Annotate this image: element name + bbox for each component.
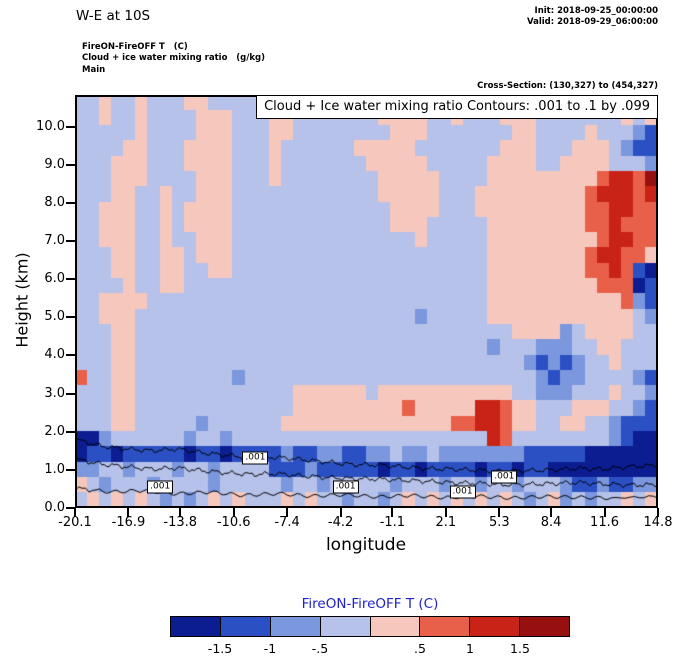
x-axis-label: longitude: [325, 535, 407, 555]
y-tick-label: 10.0: [36, 118, 65, 134]
y-axis-tick: [66, 468, 75, 471]
x-axis-tick: [74, 508, 76, 517]
x-axis-tick: [657, 508, 659, 517]
y-axis-tick: [66, 278, 75, 281]
heatmap-canvas: [75, 95, 658, 508]
colorbar-segment: [171, 617, 221, 636]
colorbar-title: FireON-FireOFF T (C): [301, 596, 439, 612]
x-axis-tick: [498, 508, 501, 517]
x-axis-tick: [603, 508, 606, 517]
x-axis-tick: [286, 508, 289, 517]
contour-info-title: Cloud + Ice water mixing ratio Contours:…: [256, 95, 658, 119]
colorbar-segment: [470, 617, 521, 636]
field-labels: FireON-FireOFF T (C) Cloud + ice water m…: [82, 42, 265, 76]
colorbar-tick-label: -.5: [311, 641, 329, 656]
colorbar-segment: [370, 617, 421, 636]
y-tick-label: 6.0: [44, 271, 65, 287]
figure-title: W-E at 10S: [76, 8, 151, 24]
x-axis-tick: [232, 508, 235, 517]
colorbar-tick-label: 1: [466, 641, 474, 656]
temp-diff-label: FireON-FireOFF T (C): [82, 42, 188, 52]
colorbar-segment: [420, 617, 471, 636]
colorbar-tick-label: .5: [414, 641, 426, 656]
x-axis-tick: [179, 508, 182, 517]
colorbar-segment: [320, 617, 371, 636]
x-tick-label: -13.8: [163, 515, 198, 530]
run-times: Init: 2018-09-25_00:00:00 Valid: 2018-09…: [527, 6, 658, 29]
x-tick-label: -20.1: [58, 515, 92, 530]
y-tick-label: 7.0: [44, 233, 65, 249]
y-axis-tick: [66, 316, 75, 319]
plot-area: Cloud + Ice water mixing ratio Contours:…: [36, 95, 672, 530]
x-tick-label: -10.6: [216, 515, 251, 530]
y-axis-tick: [66, 507, 75, 509]
x-tick-label: 8.4: [540, 515, 562, 530]
contour-label: .001: [491, 470, 518, 484]
contour-label: .001: [147, 480, 174, 494]
y-axis-tick: [66, 201, 75, 204]
domain-label: Main: [82, 64, 106, 75]
y-axis-tick: [66, 125, 75, 128]
colorbar-tick-label: -1.5: [207, 641, 233, 656]
y-tick-label: 4.0: [44, 347, 65, 363]
colorbar-segment: [220, 617, 271, 636]
x-tick-label: -4.2: [327, 515, 354, 530]
colorbar-tick-label: 1.5: [510, 641, 530, 656]
contour-label: .001: [449, 485, 476, 499]
y-tick-label: 9.0: [44, 156, 65, 172]
y-axis-tick: [66, 163, 75, 166]
x-tick-label: 14.8: [643, 515, 673, 530]
colorbar-segment: [270, 617, 321, 636]
x-axis-tick: [444, 508, 447, 517]
x-tick-label: -1.1: [379, 515, 406, 530]
x-axis-tick: [550, 508, 553, 517]
y-tick-label: 2.0: [44, 423, 65, 439]
y-tick-label: 3.0: [44, 385, 65, 401]
colorbar-segment: [520, 617, 569, 636]
x-axis-tick: [339, 508, 342, 517]
y-axis-label: Height (km): [12, 252, 32, 348]
cross-section-coords: Cross-Section: (130,327) to (454,327): [477, 81, 658, 91]
y-axis-tick: [66, 430, 75, 433]
y-tick-label: 1.0: [44, 461, 65, 477]
valid-time: Valid: 2018-09-29_06:00:00: [526, 17, 658, 28]
x-tick-label: -7.4: [274, 515, 300, 530]
x-tick-label: -16.9: [111, 515, 146, 530]
x-tick-label: 11.6: [590, 515, 619, 530]
y-tick-label: 5.0: [44, 309, 65, 325]
x-tick-label: 5.3: [488, 515, 510, 530]
y-axis-tick: [66, 392, 75, 395]
x-tick-label: 2.1: [435, 515, 457, 530]
y-tick-label: 0.0: [44, 500, 65, 515]
colorbar-tick-label: -1: [263, 641, 277, 656]
y-axis-tick: [66, 240, 75, 243]
x-axis-tick: [127, 508, 130, 517]
x-axis-tick: [391, 508, 394, 517]
mixing-ratio-label: Cloud + ice water mixing ratio (g/kg): [82, 53, 265, 64]
contour-label: .001: [332, 480, 359, 494]
y-tick-label: 8.0: [44, 194, 65, 210]
colorbar: [170, 616, 570, 637]
y-axis-tick: [66, 354, 75, 357]
contour-label: .001: [242, 451, 269, 465]
init-time: Init: 2018-09-25_00:00:00: [534, 6, 658, 16]
